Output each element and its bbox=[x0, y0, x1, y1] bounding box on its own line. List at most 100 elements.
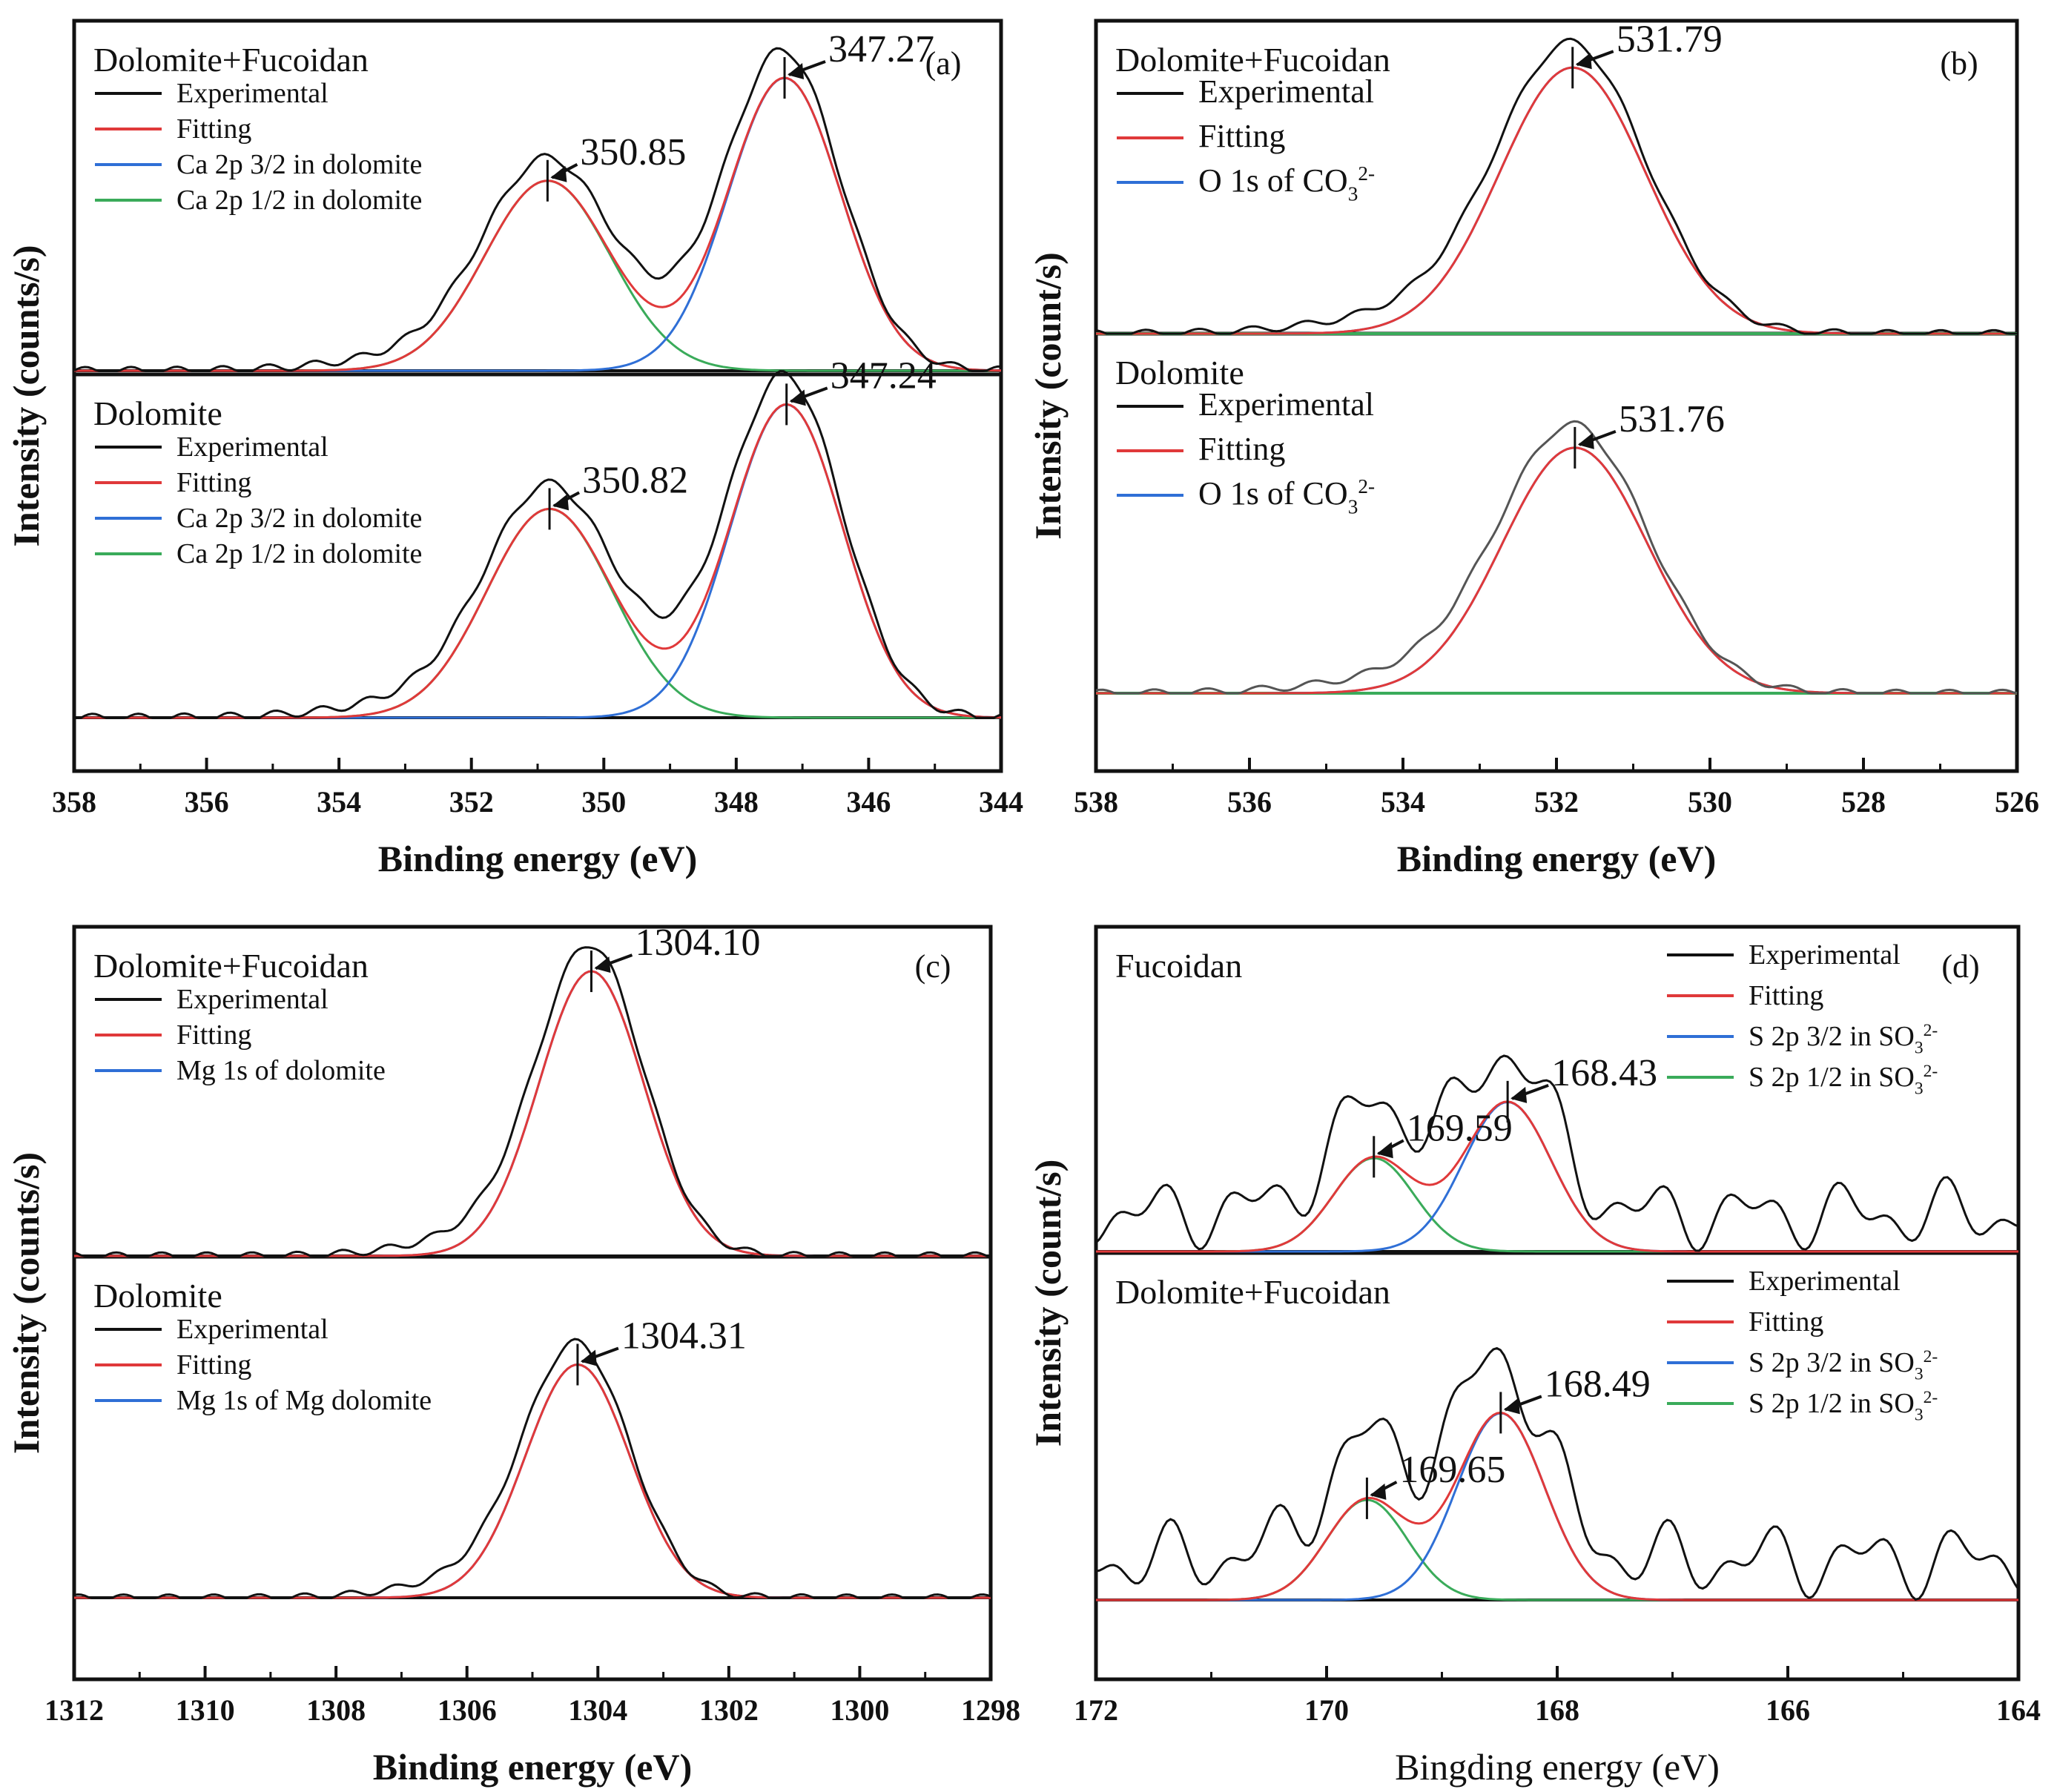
x-tick-label: 352 bbox=[449, 785, 494, 819]
legend-label: Ca 2p 1/2 in dolomite bbox=[176, 538, 422, 569]
subplot-title: Dolomite+Fucoidan bbox=[93, 947, 369, 985]
legend-label: Experimental bbox=[176, 1314, 328, 1345]
x-tick-label: 344 bbox=[979, 785, 1023, 819]
peak-arrowhead bbox=[552, 494, 569, 511]
x-tick-label: 532 bbox=[1534, 785, 1579, 819]
legend-label: Experimental bbox=[1749, 1266, 1901, 1297]
subplot-title: Fucoidan bbox=[1115, 947, 1242, 985]
subplot-top: 169.59 168.43 Fucoidan Experimental Fitting S… bbox=[1094, 939, 2019, 1253]
legend-label: Experimental bbox=[176, 432, 328, 463]
x-tick-label: 1302 bbox=[699, 1693, 759, 1727]
experimental-line bbox=[1095, 420, 2018, 695]
panel-label: (d) bbox=[1941, 948, 1979, 985]
experimental-line bbox=[1094, 1054, 2019, 1252]
peak-arrowhead bbox=[1503, 1398, 1520, 1415]
x-tick-label: 530 bbox=[1688, 785, 1732, 819]
x-tick-label: 350 bbox=[581, 785, 626, 819]
x-tick-label: 348 bbox=[714, 785, 759, 819]
peak-label: 1304.10 bbox=[635, 922, 760, 964]
fitting-line bbox=[74, 76, 1002, 372]
chart-panel-a: 358 356 354 352 350 348 346 344 Binding energy (… bbox=[5, 19, 1023, 879]
legend-label: Mg 1s of dolomite bbox=[176, 1055, 386, 1086]
panel-label: (a) bbox=[925, 45, 962, 82]
y-axis-label: Intensity (counts/s) bbox=[5, 1152, 47, 1454]
peak-arrowhead bbox=[1370, 1483, 1387, 1500]
peak-label: 531.79 bbox=[1617, 18, 1723, 60]
y-axis-label: Intensity (counts/s) bbox=[5, 245, 47, 547]
panel-label: (b) bbox=[1940, 45, 1978, 82]
legend-label: Mg 1s of Mg dolomite bbox=[176, 1385, 432, 1416]
fitting-line bbox=[1096, 1100, 2018, 1253]
peak-arrowhead bbox=[1510, 1086, 1528, 1103]
x-tick-label: 1304 bbox=[568, 1693, 627, 1727]
legend-label: O 1s of CO32- bbox=[1198, 475, 1375, 518]
peak-label: 168.43 bbox=[1551, 1052, 1657, 1094]
peak-label: 169.59 bbox=[1407, 1107, 1513, 1149]
legend-label: Experimental bbox=[176, 78, 328, 109]
peak-arrowhead bbox=[594, 956, 611, 973]
y-axis-label: Intensity (count/s) bbox=[1027, 1160, 1069, 1447]
legend-label: S 2p 3/2 in SO32- bbox=[1749, 1347, 1938, 1384]
experimental-line bbox=[73, 946, 991, 1257]
x-tick-label: 1300 bbox=[830, 1693, 889, 1727]
legend-label: Fitting bbox=[176, 113, 251, 145]
subplot-title: Dolomite+Fucoidan bbox=[93, 41, 369, 79]
subplot-top: 350.85 347.27 Dolomite+FucoidanExperimenta… bbox=[73, 28, 1002, 372]
x-tick-label: 166 bbox=[1766, 1693, 1810, 1727]
x-tick-label: 164 bbox=[1996, 1693, 2041, 1727]
x-tick-label: 1308 bbox=[306, 1693, 366, 1727]
legend-label: O 1s of CO32- bbox=[1198, 162, 1375, 205]
legend-label: Fitting bbox=[176, 467, 251, 498]
fitting-line bbox=[74, 403, 1002, 719]
peak-label: 1304.31 bbox=[621, 1315, 747, 1358]
peak-arrowhead bbox=[789, 389, 806, 406]
peak-label: 531.76 bbox=[1619, 398, 1725, 440]
x-tick-label: 354 bbox=[317, 785, 361, 819]
legend-label: S 2p 3/2 in SO32- bbox=[1749, 1021, 1938, 1058]
legend-label: Fitting bbox=[1198, 118, 1285, 154]
x-axis-label: Binding energy (eV) bbox=[373, 1746, 693, 1788]
peak-arrowhead bbox=[1575, 53, 1592, 70]
peak-label: 350.85 bbox=[580, 131, 686, 173]
experimental-line bbox=[73, 1338, 991, 1599]
legend-label: Experimental bbox=[1198, 73, 1374, 110]
peak-arrowhead bbox=[1376, 1142, 1393, 1159]
experimental-line bbox=[1095, 1346, 2020, 1601]
legend-label: Experimental bbox=[176, 984, 328, 1015]
x-tick-label: 170 bbox=[1304, 1693, 1349, 1727]
y-axis-label: Intensity (count/s) bbox=[1027, 252, 1069, 540]
subplot-title: Dolomite bbox=[93, 394, 222, 432]
component-line-168.43 bbox=[1096, 1100, 2018, 1253]
experimental-line bbox=[74, 370, 1002, 719]
legend-label: Fitting bbox=[176, 1019, 251, 1051]
x-tick-label: 528 bbox=[1841, 785, 1886, 819]
subplot-title: Dolomite+Fucoidan bbox=[1115, 41, 1390, 79]
legend-label: Experimental bbox=[1198, 386, 1374, 423]
chart-panel-d: 172 170 168 166 164 Bingding energy (eV) Inten… bbox=[1027, 925, 2041, 1788]
legend-label: Fitting bbox=[1749, 980, 1823, 1011]
chart-panel-c: 1312 1310 1308 1306 1304 1302 1300 1298 Binding … bbox=[5, 922, 1020, 1788]
peak-arrowhead bbox=[580, 1349, 597, 1366]
peak-arrowhead bbox=[1577, 432, 1594, 449]
x-tick-label: 1312 bbox=[44, 1693, 104, 1727]
x-tick-label: 346 bbox=[846, 785, 891, 819]
experimental-line bbox=[73, 47, 1001, 372]
subplot-title: Dolomite bbox=[1115, 354, 1244, 391]
x-tick-label: 538 bbox=[1074, 785, 1118, 819]
legend-label: S 2p 1/2 in SO32- bbox=[1749, 1388, 1938, 1425]
panel-label: (c) bbox=[915, 948, 951, 985]
legend-label: Ca 2p 1/2 in dolomite bbox=[176, 185, 422, 216]
subplot-bottom: 169.65 168.49 Dolomite+Fucoidan Experimenta… bbox=[1095, 1266, 2020, 1601]
peak-label: 168.49 bbox=[1545, 1363, 1651, 1405]
x-tick-label: 168 bbox=[1535, 1693, 1579, 1727]
x-axis-label: Bingding energy (eV) bbox=[1395, 1746, 1720, 1788]
x-tick-label: 1298 bbox=[961, 1693, 1020, 1727]
chart-panel-b: 538 536 534 532 530 528 526 Binding energy (eV)… bbox=[1027, 18, 2039, 879]
x-tick-label: 536 bbox=[1227, 785, 1272, 819]
legend-label: Ca 2p 3/2 in dolomite bbox=[176, 149, 422, 180]
